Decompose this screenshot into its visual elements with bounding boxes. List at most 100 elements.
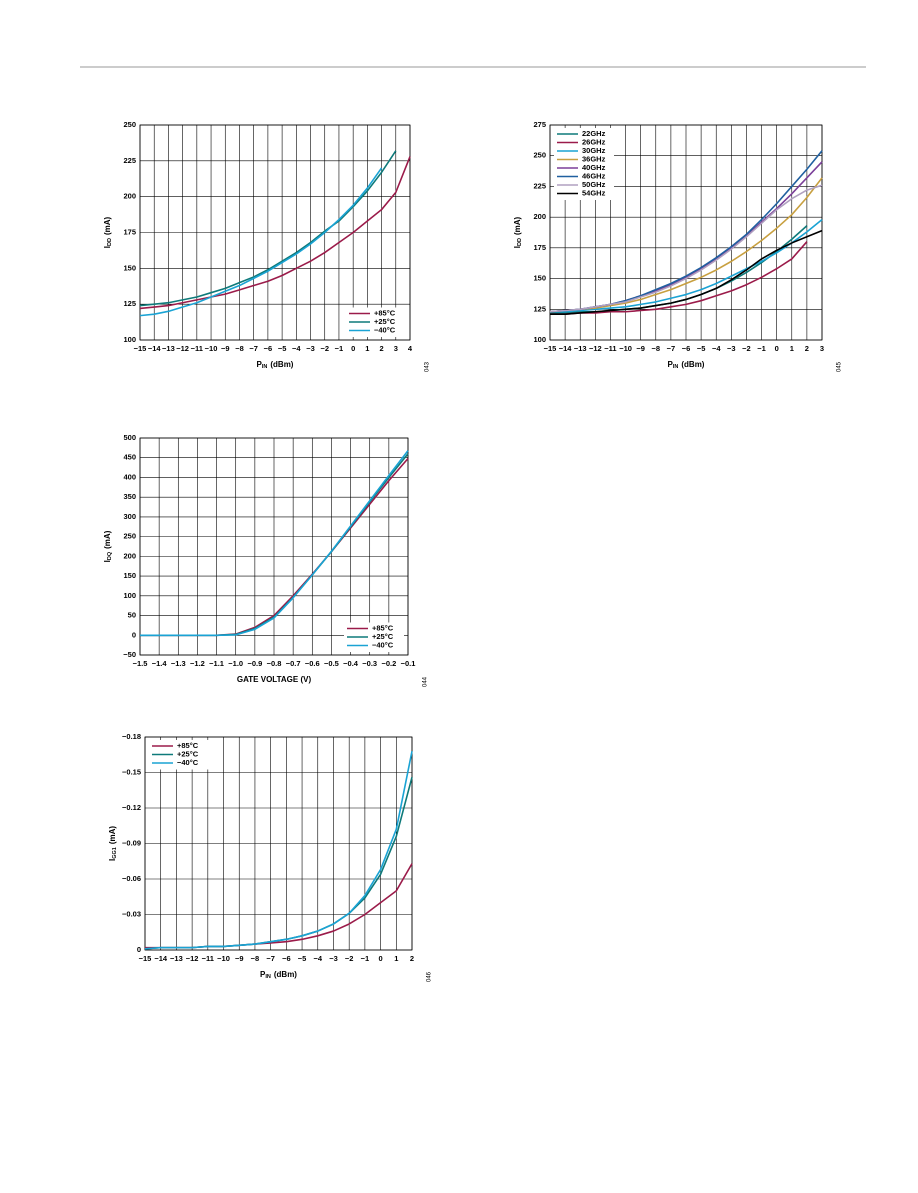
y-axis-label-sub: DD <box>517 238 523 246</box>
x-axis-label: PIN (dBm) <box>260 970 297 980</box>
legend-label: 30GHz <box>582 146 606 155</box>
x-tick-label: −0.3 <box>362 659 377 668</box>
x-tick-label: −0.7 <box>286 659 301 668</box>
y-tick-label: 450 <box>123 453 136 462</box>
legend-label: +25°C <box>374 317 396 326</box>
y-tick-label: 350 <box>123 492 136 501</box>
x-axis-label: PIN (dBm) <box>668 360 705 370</box>
y-tick-label: 0 <box>137 945 141 954</box>
x-tick-label: −1 <box>757 344 766 353</box>
x-tick-label: −10 <box>205 344 218 353</box>
x-tick-label: −4 <box>313 954 322 963</box>
x-axis-label-rest: (dBm) <box>274 970 297 979</box>
y-tick-label: 125 <box>123 299 136 308</box>
x-tick-label: −6 <box>682 344 691 353</box>
y-tick-label: 175 <box>123 227 136 236</box>
y-tick-label: 150 <box>533 274 546 283</box>
x-tick-label: −14 <box>148 344 162 353</box>
x-tick-label: 3 <box>394 344 398 353</box>
y-tick-label: 100 <box>123 591 136 600</box>
x-axis-label-rest: (dBm) <box>270 360 293 369</box>
y-axis-label-rest: (mA) <box>513 216 522 235</box>
x-tick-label: −2 <box>320 344 329 353</box>
y-tick-label: −0.09 <box>122 838 141 847</box>
y-tick-label: 500 <box>123 433 136 442</box>
y-axis-label-sub: GG1 <box>112 847 118 859</box>
y-axis-label-base: I <box>103 560 112 562</box>
legend-label: −40°C <box>177 758 199 767</box>
y-tick-label: −0.12 <box>122 803 141 812</box>
y-axis-label-base: I <box>513 246 522 248</box>
y-axis-label-sub: DQ <box>107 551 113 560</box>
x-tick-label: −3 <box>727 344 736 353</box>
series-line <box>550 241 808 315</box>
chart: −1.5 −1.4 −1.3 −1.2 −1.1 −1.0 −0.9 −0.8 −0.7 −0.6… <box>103 433 428 687</box>
x-tick-label: −12 <box>176 344 189 353</box>
plot-frame <box>139 437 409 656</box>
x-axis-label-sub: IN <box>673 364 679 370</box>
x-tick-label: −15 <box>544 344 557 353</box>
legend-label: +85°C <box>177 741 199 750</box>
y-axis-label-rest: (mA) <box>103 216 112 235</box>
x-axis-label: PIN (dBm) <box>257 360 294 370</box>
series-line <box>550 218 823 313</box>
y-tick-label: −0.03 <box>122 909 141 918</box>
y-axis-label-sub: DD <box>107 238 113 246</box>
x-tick-label: −0.4 <box>343 659 359 668</box>
y-tick-label: 300 <box>123 512 136 521</box>
y-axis-label-rest: (mA) <box>103 530 112 549</box>
x-axis-label-base: P <box>260 970 266 979</box>
legend-label: 40GHz <box>582 163 606 172</box>
legend-label: +25°C <box>177 749 199 758</box>
x-tick-label: −1.4 <box>152 659 168 668</box>
y-tick-label: 200 <box>123 551 136 560</box>
plot-frame <box>144 736 413 951</box>
figure-code: 045 <box>837 361 843 372</box>
y-tick-label: 100 <box>533 335 546 344</box>
x-tick-label: −12 <box>589 344 602 353</box>
x-tick-label: −11 <box>191 344 203 353</box>
x-tick-label: −0.2 <box>381 659 396 668</box>
x-axis-label: GATE VOLTAGE (V) <box>237 675 312 684</box>
x-tick-label: −0.8 <box>267 659 282 668</box>
x-tick-label: 1 <box>365 344 369 353</box>
x-tick-label: −1 <box>335 344 344 353</box>
y-tick-label: 175 <box>533 243 546 252</box>
y-tick-label: 250 <box>123 120 136 129</box>
x-tick-label: −9 <box>235 954 244 963</box>
y-axis-label: IGG1 (mA) <box>108 826 118 861</box>
x-tick-label: −0.5 <box>324 659 339 668</box>
x-tick-label: −6 <box>282 954 291 963</box>
x-tick-label: 0 <box>775 344 779 353</box>
x-tick-label: −7 <box>667 344 676 353</box>
series-line <box>549 184 823 313</box>
x-tick-label: 2 <box>379 344 383 353</box>
legend-label: −40°C <box>374 325 396 334</box>
x-tick-label: −1.3 <box>171 659 186 668</box>
series-line <box>550 229 823 315</box>
legend-label: +85°C <box>374 308 396 317</box>
y-tick-label: −0.18 <box>122 732 141 741</box>
x-tick-label: −1.1 <box>209 659 224 668</box>
x-tick-label: −9 <box>221 344 230 353</box>
y-axis-label: IDD (mA) <box>103 216 113 248</box>
legend-label: −40°C <box>372 640 394 649</box>
x-tick-label: −0.6 <box>305 659 320 668</box>
x-tick-label: −10 <box>217 954 230 963</box>
x-tick-label: 1 <box>790 344 794 353</box>
y-tick-label: 150 <box>123 571 136 580</box>
y-tick-label: 275 <box>533 120 546 129</box>
y-tick-label: −0.06 <box>122 874 141 883</box>
y-axis-label-base: I <box>108 859 117 861</box>
series-line <box>144 751 413 950</box>
x-axis-label-base: P <box>668 360 674 369</box>
legend-label: 54GHz <box>582 188 606 197</box>
x-tick-label: −13 <box>162 344 175 353</box>
y-axis-label: IDQ (mA) <box>103 530 113 562</box>
x-axis-label-rest: (dBm) <box>681 360 704 369</box>
figure-code: 046 <box>427 971 433 982</box>
x-tick-label: −5 <box>278 344 287 353</box>
x-tick-label: −3 <box>329 954 338 963</box>
series-line <box>139 167 383 317</box>
